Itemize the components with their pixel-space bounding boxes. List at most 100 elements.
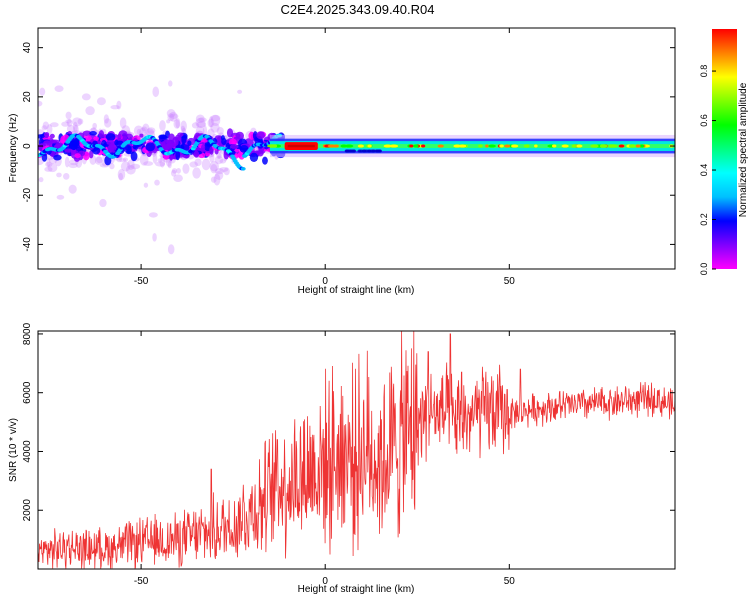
spectrogram-cell — [143, 182, 149, 188]
spectrogram-cell — [571, 144, 577, 148]
spectrogram-cell — [47, 163, 58, 173]
spectrogram-cell — [367, 144, 372, 148]
spectrogram-cell — [344, 144, 354, 148]
spectrogram-cell — [118, 172, 124, 181]
spectrogram-cell — [210, 176, 217, 183]
spectrogram-cell — [198, 117, 207, 123]
spectrogram-cell — [43, 140, 52, 146]
spectrogram-cell — [209, 160, 219, 172]
spectrogram-cell — [327, 144, 337, 148]
spectrogram-y-ticks: -40 -20 0 20 40 — [22, 42, 675, 252]
spectrogram-cell — [194, 158, 202, 167]
spectrogram-cell — [56, 172, 62, 178]
spectrogram-cell — [120, 161, 131, 172]
spectrogram-cell — [109, 163, 115, 170]
spectrogram-cell — [66, 118, 73, 127]
spectrogram-cell — [409, 144, 414, 148]
spectrogram-cell — [94, 156, 103, 165]
spectrogram-cell — [351, 149, 356, 153]
figure-title: C2E4.2025.343.09.40.R04 — [280, 2, 435, 17]
snr-x-label: Height of straight line (km) — [298, 584, 415, 595]
spectrogram-cell — [180, 120, 187, 132]
spectrogram-cell — [214, 155, 224, 165]
spectrogram-cell — [576, 144, 583, 148]
spectrogram-cell — [195, 114, 205, 124]
spectrogram-panel: -50 0 50 -40 -20 0 20 40 Height of straight li… — [8, 27, 676, 296]
spectrogram-cell — [116, 100, 122, 110]
spectrogram-cell — [152, 233, 157, 242]
spectrogram-cell — [226, 128, 234, 138]
snr-y-tick-label: 4000 — [22, 440, 33, 463]
spectrogram-cell — [73, 124, 79, 134]
spectrogram-cell — [42, 121, 49, 130]
spectrogram-cell — [389, 144, 399, 148]
spectrogram-cell — [77, 118, 84, 125]
spectrogram-marks — [38, 80, 675, 255]
spectrogram-cell — [523, 144, 530, 148]
spectrogram-cell — [143, 161, 154, 166]
spectrogram-cell — [98, 130, 105, 139]
spectrogram-cell — [219, 167, 229, 173]
spectrogram-cell — [210, 115, 221, 126]
spectrogram-cell — [96, 156, 103, 164]
spectrogram-cell — [41, 125, 48, 131]
spectrogram-cell — [193, 150, 200, 158]
spectrogram-cell — [534, 144, 538, 148]
spectrogram-cell — [239, 144, 249, 153]
spectrogram-cell — [192, 167, 201, 179]
spectrogram-cell — [187, 140, 192, 146]
spectrogram-cell — [44, 166, 53, 172]
spectrogram-cell — [235, 131, 245, 140]
spectrogram-cell — [599, 144, 608, 148]
spectrogram-cell — [510, 144, 519, 148]
spectrogram-band-core — [269, 144, 675, 149]
spectrogram-cell — [169, 113, 179, 119]
spectrogram-cell — [635, 144, 641, 148]
spectrogram-cell — [152, 86, 160, 98]
spectrogram-cell — [181, 135, 187, 144]
spectrogram-cell — [125, 164, 136, 175]
spectrogram-cell — [210, 122, 220, 133]
spectrogram-cell — [173, 174, 183, 183]
spectrogram-cell — [139, 133, 144, 138]
spectrogram-cell — [485, 144, 489, 148]
spectrogram-cell — [638, 144, 645, 148]
spectrogram-y-label: Frequency (Hz) — [8, 114, 19, 183]
spectrogram-y-tick-label: 40 — [22, 42, 33, 54]
spectrogram-y-tick-label: 0 — [22, 143, 33, 149]
spectrogram-cell — [141, 126, 148, 132]
spectrogram-cell — [119, 158, 127, 163]
spectrogram-y-tick-label: 20 — [22, 91, 33, 103]
spectrogram-cell — [145, 128, 155, 136]
spectrogram-cell — [182, 144, 190, 151]
spectrogram-cell — [64, 148, 73, 153]
colorbar-ticks: 0.0 0.2 0.4 0.6 0.8 — [699, 65, 716, 275]
spectrogram-cell — [82, 130, 92, 137]
spectrogram-cell — [63, 173, 70, 180]
spectrogram-cell — [64, 156, 70, 168]
spectrogram-cell — [561, 144, 569, 148]
spectrogram-cell — [608, 144, 615, 148]
spectrogram-cell — [175, 150, 181, 161]
colorbar-tick-label: 0.4 — [699, 164, 709, 177]
colorbar-tick-label: 0.0 — [699, 263, 709, 276]
spectrogram-cell — [89, 150, 94, 159]
colorbar-label: Normalized spectral amplitude — [738, 82, 749, 217]
spectrogram-cell — [123, 144, 132, 151]
colorbar-gradient — [712, 29, 737, 269]
spectrogram-cell — [169, 111, 178, 122]
spectrogram-cell — [166, 119, 171, 124]
spectrogram-cell — [38, 134, 45, 139]
snr-x-tick-label: 50 — [504, 576, 516, 587]
spectrogram-cell — [167, 244, 175, 255]
spectrogram-cell — [154, 179, 160, 186]
spectrogram-cell — [38, 177, 44, 183]
spectrogram-cell — [175, 118, 181, 129]
spectrogram-cell — [201, 158, 211, 171]
spectrogram-cell — [68, 163, 78, 169]
spectrogram-cell — [196, 121, 207, 128]
spectrogram-cell — [256, 149, 264, 157]
spectrogram-cell — [103, 114, 109, 124]
spectrogram-cell — [46, 157, 51, 167]
colorbar-tick-label: 0.6 — [699, 114, 709, 127]
